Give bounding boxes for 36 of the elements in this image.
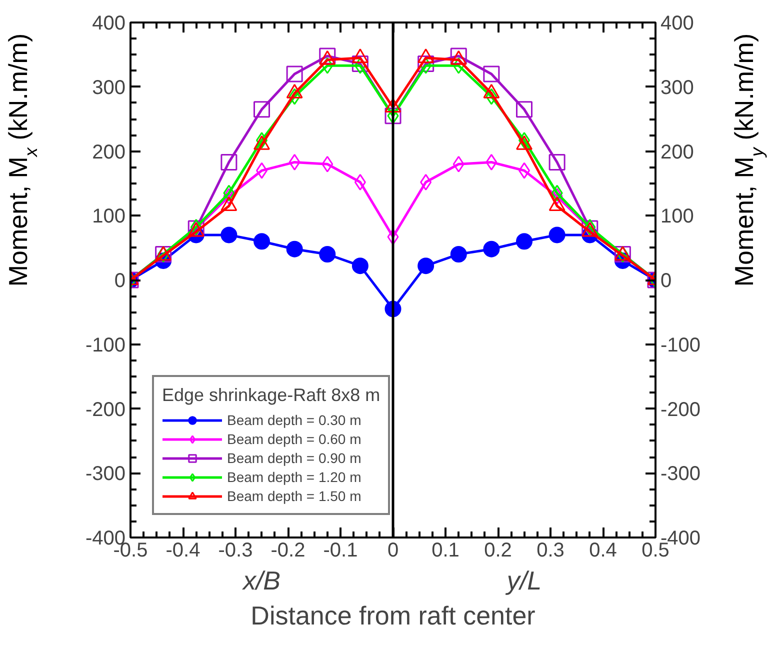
y2-tick-label: -300	[660, 463, 701, 486]
x-tick-label: 0.1	[432, 540, 460, 562]
legend-label: Beam depth = 1.50 m	[227, 487, 362, 505]
y2-tick-label: 0	[660, 270, 672, 292]
y2-tick-label: -200	[660, 398, 701, 421]
y-axis-title: Moment, Mx (kN.m/m)	[3, 33, 41, 287]
legend-title: Edge shrinkage-Raft 8x8 m	[162, 385, 380, 406]
legend-label: Beam depth = 0.90 m	[227, 449, 362, 467]
x-tick-label: -0.4	[166, 540, 200, 562]
y-tick-label: -300	[85, 463, 126, 486]
x-tick-label: 0	[387, 540, 399, 562]
x-tick-label: 0.4	[589, 540, 617, 562]
y-tick-label: -200	[85, 398, 126, 421]
y2-tick-label: 300	[660, 76, 694, 99]
x-tick-label: 0.2	[484, 540, 512, 562]
text: y/L	[504, 566, 542, 596]
x-tick-label: 0.3	[536, 540, 564, 562]
legend-label: Beam depth = 0.30 m	[227, 411, 362, 429]
y2-tick-label: -100	[660, 334, 701, 356]
legend-label: Beam depth = 1.20 m	[227, 468, 362, 486]
y-tick-label: 200	[92, 141, 126, 164]
legend-label: Beam depth = 0.60 m	[227, 430, 362, 448]
y2-tick-label: 200	[660, 141, 694, 164]
y-tick-label: 400	[92, 12, 126, 34]
x-tick-label: -0.2	[270, 540, 306, 562]
y2-axis-title: Moment, My (kN.m/m)	[729, 33, 767, 287]
y-tick-label: -100	[85, 334, 126, 356]
x-tick-label: -0.3	[218, 540, 253, 562]
y-tick-label: 300	[92, 76, 126, 99]
text: x/B	[240, 566, 281, 596]
y-tick-label: 0	[114, 270, 126, 292]
x-tick-label: -0.1	[323, 540, 358, 562]
y-tick-label: 100	[92, 206, 126, 228]
y2-tick-label: 400	[660, 12, 694, 34]
x-axis-title: Distance from raft center	[250, 600, 536, 630]
y2-tick-label: 100	[660, 206, 694, 228]
